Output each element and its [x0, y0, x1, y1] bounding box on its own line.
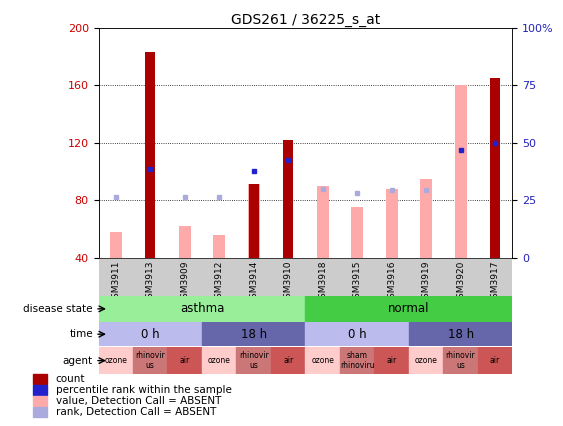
Bar	[409, 347, 444, 374]
Bar	[283, 140, 293, 258]
Text: agent: agent	[62, 356, 93, 366]
Bar	[386, 189, 397, 258]
Bar	[409, 322, 512, 346]
Bar	[168, 347, 202, 374]
Text: percentile rank within the sample: percentile rank within the sample	[56, 385, 231, 395]
Text: GSM3920: GSM3920	[456, 261, 465, 304]
Text: ozone: ozone	[311, 356, 334, 365]
Bar	[133, 347, 168, 374]
Title: GDS261 / 36225_s_at: GDS261 / 36225_s_at	[231, 13, 380, 27]
Bar	[490, 78, 500, 258]
Text: GSM3917: GSM3917	[490, 261, 499, 304]
Bar	[202, 322, 305, 346]
Text: air: air	[283, 356, 293, 365]
Bar	[305, 296, 512, 322]
Bar	[454, 85, 467, 258]
Bar	[248, 184, 260, 258]
Bar	[271, 347, 305, 374]
Text: GSM3913: GSM3913	[146, 261, 155, 304]
Text: rhinovir
us: rhinovir us	[135, 351, 165, 370]
Text: rhinovir
us: rhinovir us	[446, 351, 476, 370]
Text: sham
rhinoviru: sham rhinoviru	[340, 351, 374, 370]
Text: GSM3916: GSM3916	[387, 261, 396, 304]
Text: value, Detection Call = ABSENT: value, Detection Call = ABSENT	[56, 396, 221, 406]
Text: ozone: ozone	[208, 356, 231, 365]
Bar	[178, 226, 191, 258]
Text: GSM3918: GSM3918	[318, 261, 327, 304]
Bar	[374, 347, 409, 374]
Bar	[316, 186, 329, 258]
Bar	[340, 347, 374, 374]
Text: air: air	[490, 356, 500, 365]
Text: GSM3912: GSM3912	[215, 261, 224, 304]
Bar	[34, 407, 47, 417]
Text: GSM3915: GSM3915	[352, 261, 361, 304]
Text: GSM3909: GSM3909	[180, 261, 189, 304]
Bar	[478, 347, 512, 374]
Bar	[213, 235, 225, 258]
Bar	[305, 322, 409, 346]
Bar	[110, 232, 122, 258]
Text: GSM3910: GSM3910	[284, 261, 293, 304]
Text: time: time	[69, 329, 93, 339]
Bar	[351, 207, 363, 258]
Text: 18 h: 18 h	[240, 328, 267, 341]
Bar	[202, 347, 236, 374]
Text: 0 h: 0 h	[141, 328, 159, 341]
Text: GSM3911: GSM3911	[111, 261, 120, 304]
Bar	[249, 184, 258, 258]
Text: asthma: asthma	[180, 302, 224, 315]
Text: ozone: ozone	[104, 356, 127, 365]
Text: rhinovir
us: rhinovir us	[239, 351, 269, 370]
Text: GSM3919: GSM3919	[422, 261, 431, 304]
Bar	[34, 374, 47, 384]
Bar	[420, 178, 432, 258]
Text: disease state: disease state	[24, 304, 93, 314]
Text: air: air	[180, 356, 190, 365]
Text: air: air	[387, 356, 397, 365]
Text: rank, Detection Call = ABSENT: rank, Detection Call = ABSENT	[56, 407, 216, 417]
Text: normal: normal	[388, 302, 430, 315]
Bar	[236, 347, 271, 374]
Text: GSM3914: GSM3914	[249, 261, 258, 304]
Bar	[444, 347, 478, 374]
Text: ozone: ozone	[415, 356, 437, 365]
Text: count: count	[56, 374, 85, 384]
Bar	[305, 347, 340, 374]
Bar	[34, 396, 47, 406]
Bar	[99, 347, 133, 374]
Text: 0 h: 0 h	[348, 328, 367, 341]
Text: 18 h: 18 h	[448, 328, 473, 341]
Bar	[99, 296, 305, 322]
Bar	[99, 322, 202, 346]
Bar	[145, 52, 155, 258]
Bar	[34, 385, 47, 395]
